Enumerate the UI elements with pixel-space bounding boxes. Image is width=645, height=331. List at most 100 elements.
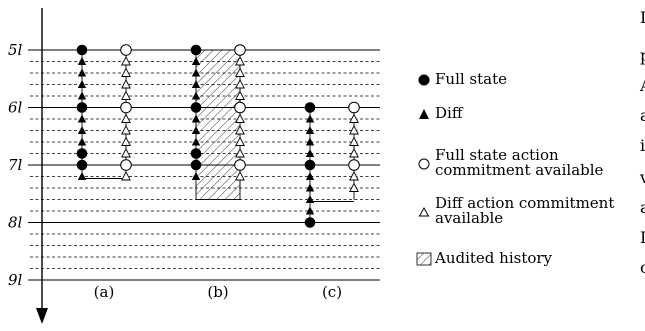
diagram-columns: (a) (b) (c) [76,44,360,301]
diff-marker [77,126,87,134]
full-state-marker [76,102,88,113]
cropped-text-fragment: I [640,228,645,247]
legend-item-diff-action: Diff action commitment available [413,196,614,226]
diff-action-marker [235,113,245,123]
diff-action-marker [235,171,245,181]
diff-marker [77,80,87,88]
time-label: 9l [8,271,23,289]
diff-action-marker [235,136,245,146]
legend-label: Diff [435,104,463,122]
full-state-marker [304,159,316,171]
legend-item-audited-history: Audited history [413,251,552,270]
diff-marker [305,114,315,123]
cropped-text-fragment: v [640,168,645,187]
legend-label: Full state action commitment available [435,146,604,179]
diff-marker [191,80,201,88]
diff-action-marker [121,67,131,77]
full-state-action-marker [348,159,360,171]
legend-item-full-state-action: Full state action commitment available [413,148,603,178]
diff-marker [191,137,201,146]
cropped-text-fragment: a [640,106,645,125]
full-state-action-marker [234,101,246,114]
diff-marker [77,57,87,65]
time-label: 7l [8,156,23,174]
diff-action-marker [121,125,131,135]
diff-action-marker [349,182,359,192]
full-state-action-marker [120,101,132,114]
cropped-text-fragment: I [640,8,645,27]
diff-action-marker [235,148,245,158]
diff-action-marker [235,56,245,66]
diff-marker [305,195,315,203]
diff-marker [191,68,201,77]
diff-marker [191,114,201,123]
time-label: 8l [8,214,23,232]
full-state-marker [190,44,202,56]
cropped-text-fragment: a [640,198,645,217]
legend-item-full-state: Full state [413,72,507,91]
full-state-marker [76,159,88,171]
diff-marker [305,206,315,215]
full-state-action-marker [120,159,132,171]
diff-marker [191,172,201,180]
diff-action-marker [235,90,245,100]
diff-marker [77,172,87,180]
diff-marker [305,137,315,146]
time-label: 6l [8,99,23,117]
full-state-action-marker [348,101,360,114]
hatched-box-icon [413,251,435,270]
full-state-action-marker [234,159,246,171]
open-triangle-icon [413,204,435,223]
diff-marker [77,91,87,100]
legend: Full state Diff Full state action commit… [413,0,645,331]
cropped-text-fragment: i [640,136,645,155]
column-label: (b) [207,283,228,301]
filled-triangle-icon [413,106,435,125]
diff-marker [77,68,87,77]
legend-label: Full state [435,70,508,88]
diff-marker [305,149,315,157]
full-state-marker [76,44,88,56]
diff-marker [305,126,315,134]
column-label: (a) [94,283,115,301]
diff-action-marker [235,79,245,89]
diff-action-marker [121,56,131,66]
open-circle-icon [413,156,435,175]
audited-history-box [195,49,241,200]
diff-action-marker [121,171,131,181]
diff-action-marker [349,171,359,181]
diff-action-marker [349,125,359,135]
diff-action-marker [235,125,245,135]
diff-marker [191,57,201,65]
cropped-text-fragment: p [640,46,645,65]
diff-action-marker [349,113,359,123]
diff-action-marker [121,136,131,146]
diff-marker [77,137,87,146]
full-state-marker [304,217,316,228]
full-state-action-marker [234,44,246,56]
diff-action-marker [121,90,131,100]
diff-marker [191,91,201,100]
diff-action-marker [121,113,131,123]
diff-action-marker [121,148,131,158]
full-state-marker [190,159,202,171]
legend-label: Diff action commitment available [435,194,615,227]
cropped-text-fragment: A [640,76,645,95]
legend-item-diff: Diff [413,106,462,125]
legend-label: Audited history [435,249,553,267]
diff-action-marker [349,148,359,158]
filled-circle-icon [413,72,435,91]
full-state-marker [304,102,316,113]
column-label: (c) [322,283,342,301]
diff-marker [305,172,315,180]
diff-marker [305,183,315,192]
time-axis-labels: 5l 6l 7l 8l 9l [8,41,42,289]
diff-marker [191,126,201,134]
diff-action-marker [349,136,359,146]
diff-action-marker [235,67,245,77]
full-state-marker [190,102,202,113]
full-state-marker [76,148,88,159]
axis-arrow-icon [36,308,48,324]
full-state-action-marker [120,44,132,56]
